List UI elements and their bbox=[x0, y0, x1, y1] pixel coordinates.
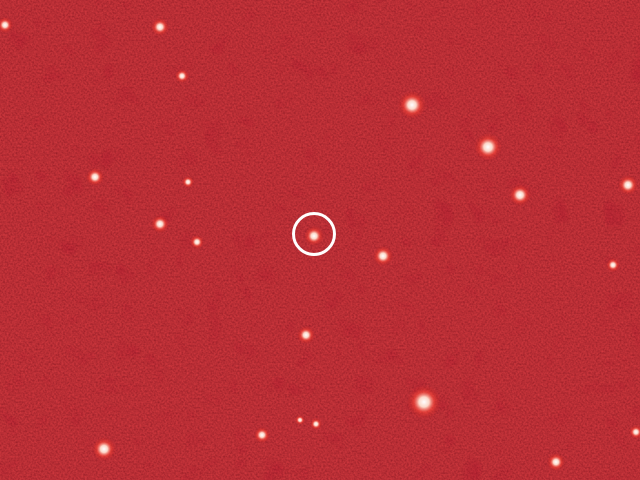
star bbox=[0, 17, 13, 33]
star bbox=[547, 453, 565, 471]
star bbox=[297, 326, 315, 344]
star bbox=[86, 168, 104, 186]
star bbox=[606, 258, 620, 272]
star bbox=[474, 133, 502, 161]
star bbox=[407, 385, 441, 419]
stars bbox=[0, 17, 640, 471]
star bbox=[629, 425, 640, 439]
star bbox=[509, 184, 531, 206]
star bbox=[310, 418, 322, 430]
star bbox=[295, 415, 305, 425]
star bbox=[151, 18, 169, 36]
star bbox=[151, 215, 169, 233]
star bbox=[304, 226, 324, 246]
star bbox=[92, 437, 116, 461]
star bbox=[190, 235, 204, 249]
star bbox=[398, 91, 426, 119]
star bbox=[175, 69, 189, 83]
star bbox=[182, 176, 194, 188]
star bbox=[373, 246, 393, 266]
star bbox=[254, 427, 270, 443]
star bbox=[618, 175, 638, 195]
